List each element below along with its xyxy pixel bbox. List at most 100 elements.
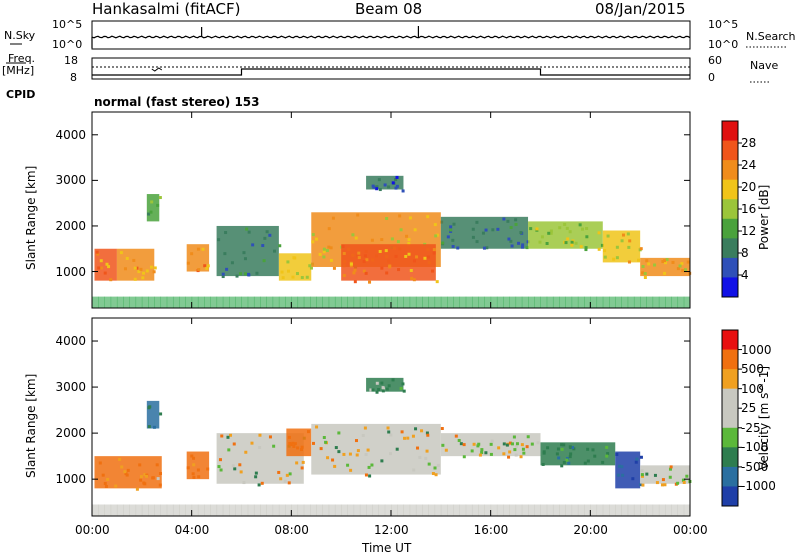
cpid-label: CPID (6, 88, 36, 101)
power-echo-cell (109, 278, 113, 282)
noise-tick-left-high: 10^5 (52, 18, 83, 31)
velocity-ylabel: Slant Range [km] (24, 373, 38, 478)
velocity-echo-cell (641, 483, 645, 487)
power-echo-cell (545, 242, 549, 246)
ground-scatter-cell (141, 504, 149, 516)
power-echo-cell (378, 188, 382, 192)
velocity-echo-cell (425, 449, 429, 453)
power-echo-cell (385, 217, 389, 221)
velocity-echo-cell (354, 439, 358, 443)
velocity-echo-cell (186, 466, 190, 470)
power-echo-cell (205, 266, 209, 270)
power-colorbar-tick-label: 24 (741, 158, 757, 172)
x-tick-label: 20:00 (573, 523, 608, 537)
power-echo-cell (520, 245, 524, 249)
velocity-echo-cell (123, 470, 127, 474)
power-echo-cell (351, 233, 355, 237)
ground-scatter-cell (440, 296, 448, 308)
power-echo-cell (584, 246, 588, 250)
velocity-echo-cell (480, 448, 484, 452)
ground-scatter-cell (316, 296, 323, 308)
velocity-echo-cell (257, 483, 261, 487)
ground-scatter-cell (552, 504, 560, 516)
power-echo-region (116, 248, 155, 281)
power-echo-cell (451, 238, 455, 242)
x-tick-label: 00:00 (673, 523, 708, 537)
velocity-echo-cell (387, 430, 391, 434)
velocity-echo-cell (226, 435, 230, 439)
ground-scatter-cell (253, 296, 261, 308)
power-echo-cell (152, 270, 156, 274)
power-echo-cell (566, 237, 570, 241)
power-echo-cell (107, 265, 111, 269)
velocity-colorbar-tick-label: -25 (741, 420, 761, 435)
velocity-echo-cell (515, 442, 519, 446)
freq-tick-low: 8 (70, 71, 77, 84)
ground-scatter-cell (154, 296, 162, 308)
ground-scatter-cell (658, 504, 666, 516)
velocity-echo-cell (593, 454, 597, 458)
velocity-echo-cell (143, 473, 147, 477)
velocity-echo-cell (348, 452, 352, 456)
power-echo-cell (147, 212, 151, 216)
x-tick-label: 00:00 (75, 523, 110, 537)
velocity-echo-cell (513, 448, 517, 452)
power-echo-cell (456, 246, 460, 250)
power-echo-cell (565, 226, 569, 230)
power-echo-cell (412, 259, 416, 263)
velocity-echo-cell (151, 476, 155, 480)
ground-scatter-cell (478, 504, 485, 516)
velocity-echo-cell (490, 439, 494, 443)
ground-scatter-cell (415, 296, 423, 308)
power-colorbar-tick-label: 4 (741, 268, 749, 282)
power-echo-cell (365, 258, 369, 262)
velocity-echo-cell (232, 442, 236, 446)
power-echo-cell (145, 269, 149, 273)
power-echo-cell (606, 234, 610, 238)
ground-scatter-cell (465, 504, 473, 516)
power-echo-cell (431, 269, 435, 273)
ground-scatter-cell (353, 504, 361, 516)
power-colorbar-segment (722, 121, 738, 142)
velocity-echo-cell (371, 388, 375, 392)
power-echo-cell (132, 258, 136, 262)
ground-scatter-cell (185, 296, 193, 308)
ground-scatter-cell (665, 504, 672, 516)
power-ylabel: Slant Range [km] (24, 165, 38, 270)
ground-scatter-cell (428, 504, 436, 516)
velocity-echo-cell (101, 473, 105, 477)
ground-scatter-cell (316, 504, 323, 516)
ground-scatter-cell (465, 296, 473, 308)
power-echo-cell (415, 255, 419, 259)
velocity-echo-cell (682, 478, 686, 482)
noise-sky-line (91, 35, 691, 39)
power-colorbar-tick-label: 28 (741, 136, 757, 150)
power-echo-cell (291, 275, 295, 279)
velocity-echo-cell (615, 452, 619, 456)
velocity-echo-cell (556, 447, 560, 451)
power-echo-cell (585, 235, 589, 239)
velocity-echo-cell (606, 452, 610, 456)
power-echo-cell (142, 271, 146, 275)
ground-scatter-cell (615, 504, 622, 516)
ground-scatter-cell (503, 296, 510, 308)
velocity-echo-cell (98, 461, 102, 465)
velocity-echo-cell (366, 448, 370, 452)
velocity-echo-cell (424, 456, 428, 460)
velocity-echo-cell (291, 441, 295, 445)
velocity-echo-cell (334, 446, 338, 450)
ground-scatter-cell (552, 296, 560, 308)
power-colorbar-segment (722, 257, 738, 278)
power-echo-cell (663, 259, 667, 263)
velocity-echo-cell (356, 449, 360, 453)
velocity-echo-cell (389, 433, 393, 437)
velocity-echo-cell (299, 448, 303, 452)
velocity-echo-cell (361, 433, 365, 437)
velocity-echo-cell (144, 474, 148, 478)
velocity-colorbar-tick-label: -1000 (741, 479, 776, 494)
velocity-echo-cell (192, 475, 196, 479)
power-echo-cell (238, 272, 242, 276)
velocity-echo-cell (254, 471, 258, 475)
noise-tick-left-low: 10^0 (52, 38, 83, 51)
power-echo-cell (506, 219, 510, 223)
